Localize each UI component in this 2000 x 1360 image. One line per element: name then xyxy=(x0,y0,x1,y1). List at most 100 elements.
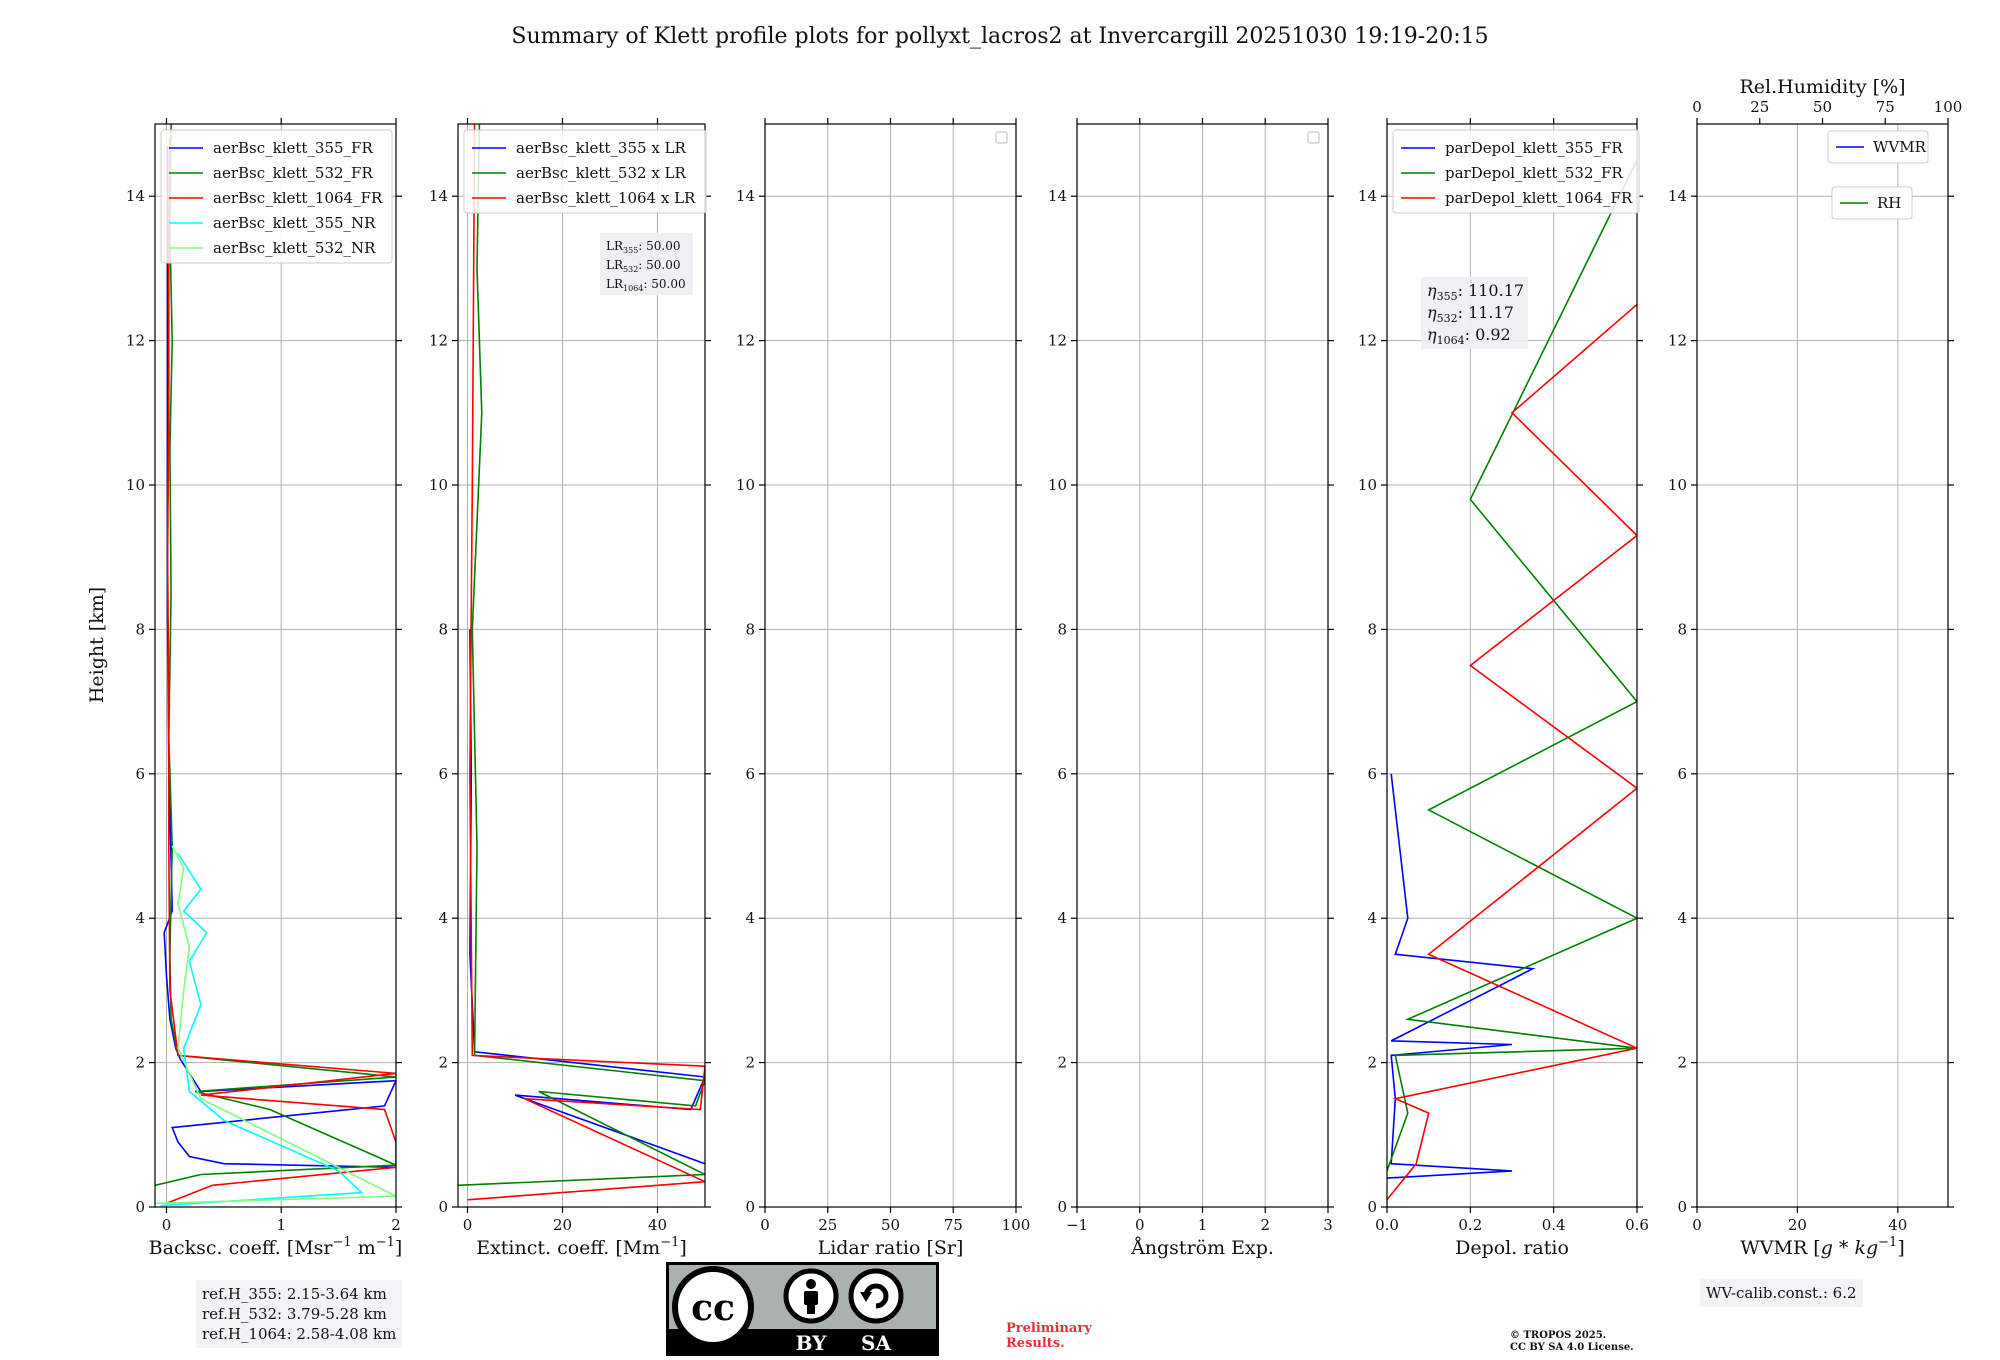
x-axis-label: Backsc. coeff. [Msr−1 m−1] xyxy=(149,1235,403,1259)
eta-value-label: η532: 11.17 xyxy=(1427,303,1514,325)
series-line-aerBsc_klett_532_NR xyxy=(155,845,396,1205)
y-tick-label: 2 xyxy=(1057,1054,1067,1072)
ref-height-1064: ref.H_1064: 2.58-4.08 km xyxy=(202,1325,397,1343)
series-line-aerBsc_klett_532_FR xyxy=(155,124,396,1187)
x-tick-label: 0.2 xyxy=(1458,1216,1482,1234)
cc-circle-icon xyxy=(672,1266,754,1348)
x-axis-label: Depol. ratio xyxy=(1455,1237,1569,1259)
x-tick-label: 0 xyxy=(463,1216,473,1234)
legend-backscatter: aerBsc_klett_355_FR aerBsc_klett_532_FRae… xyxy=(160,129,393,264)
legend-label: aerBsc_klett_532_NR xyxy=(213,239,376,257)
legend-rh: RH xyxy=(1831,186,1913,220)
x-axis-label: Lidar ratio [Sr] xyxy=(818,1237,964,1259)
legend-depol: parDepol_klett_355_FR parDepol_klett_532_… xyxy=(1392,129,1640,214)
legend-label: aerBsc_klett_355_NR xyxy=(213,214,376,232)
series-line-parDepol_klett_355_FR xyxy=(1387,773,1536,1179)
rh-tick-label: 75 xyxy=(1876,98,1895,116)
legend-label: aerBsc_klett_355_FR xyxy=(213,139,373,157)
series-line-aerBsc_klett_1064_FR xyxy=(166,138,396,1205)
y-tick-label: 8 xyxy=(1057,620,1067,638)
legend-label: parDepol_klett_1064_FR xyxy=(1445,189,1633,207)
x-axis-label: Extinct. coeff. [Mm−1] xyxy=(476,1235,687,1259)
axes-frame xyxy=(1696,123,1949,1208)
rh-tick-label: 0 xyxy=(1692,98,1702,116)
legend-label: WVMR xyxy=(1873,138,1927,156)
sa-label: SA xyxy=(861,1331,891,1355)
y-tick-label: 2 xyxy=(438,1054,448,1072)
panel-depol: 0 2 4 6 8 10 12 14 0.0 0.2 0.4 0.6 Depol. ratio parDe… xyxy=(1358,118,1649,1259)
y-tick-label: 12 xyxy=(736,332,755,350)
legend-label: aerBsc_klett_355 x LR xyxy=(516,139,687,157)
y-tick-label: 8 xyxy=(438,620,448,638)
y-tick-label: 0 xyxy=(1367,1198,1377,1216)
y-tick-label: 4 xyxy=(745,909,755,927)
y-tick-label: 4 xyxy=(1057,909,1067,927)
axes-frame xyxy=(154,123,397,1208)
y-tick-label: 14 xyxy=(126,187,145,205)
panel-lidar_ratio: 0 2 4 6 8 10 12 14 0 25 50 75 100 Lidar ratio [Sr] xyxy=(736,118,1030,1259)
y-tick-label: 0 xyxy=(1057,1198,1067,1216)
y-tick-label: 6 xyxy=(438,765,448,783)
y-tick-label: 14 xyxy=(1048,187,1067,205)
y-tick-label: 4 xyxy=(135,909,145,927)
y-tick-label: 6 xyxy=(1057,765,1067,783)
y-tick-label: 14 xyxy=(1358,187,1377,205)
legend-label: aerBsc_klett_532 x LR xyxy=(516,164,687,182)
rh-axis-label: Rel.Humidity [%] xyxy=(1739,76,1905,98)
reference-heights-box: ref.H_355: 2.15-3.64 km ref.H_532: 3.79-… xyxy=(196,1280,403,1348)
y-tick-label: 2 xyxy=(135,1054,145,1072)
wv-calibration-box: WV-calib.const.: 6.2 xyxy=(1700,1279,1863,1307)
series-line-aerBsc_klett_355_NR xyxy=(160,852,364,1207)
x-tick-label: 0.4 xyxy=(1542,1216,1566,1234)
empty-legend-box xyxy=(1307,131,1320,144)
series-group xyxy=(155,124,396,1207)
rh-tick-label: 100 xyxy=(1934,98,1963,116)
x-tick-label: 75 xyxy=(944,1216,963,1234)
lr-value-label: LR532: 50.00 xyxy=(606,258,681,274)
figure-title: Summary of Klett profile plots for polly… xyxy=(511,24,1488,49)
y-tick-label: 2 xyxy=(1677,1054,1687,1072)
y-tick-label: 10 xyxy=(1048,476,1067,494)
x-tick-label: 100 xyxy=(1002,1216,1031,1234)
legend-label: aerBsc_klett_532_FR xyxy=(213,164,373,182)
axes-frame xyxy=(457,123,706,1208)
x-tick-label: 1 xyxy=(1198,1216,1208,1234)
y-tick-label: 10 xyxy=(429,476,448,494)
y-tick-label: 6 xyxy=(745,765,755,783)
x-tick-label: 50 xyxy=(881,1216,900,1234)
y-tick-label: 2 xyxy=(1367,1054,1377,1072)
series-line-aerBsc_klett_1064 x LR xyxy=(467,124,705,1201)
ref-height-355: ref.H_355: 2.15-3.64 km xyxy=(202,1285,387,1303)
y-tick-label: 4 xyxy=(1367,909,1377,927)
y-tick-label: 4 xyxy=(438,909,448,927)
legend-label: RH xyxy=(1877,194,1901,212)
y-tick-label: 8 xyxy=(745,620,755,638)
x-tick-label: 40 xyxy=(1888,1216,1907,1234)
legend-label: parDepol_klett_355_FR xyxy=(1445,139,1623,157)
y-tick-label: 12 xyxy=(429,332,448,350)
y-axis-label: Height [km] xyxy=(86,587,108,703)
y-tick-label: 12 xyxy=(1358,332,1377,350)
y-tick-label: 14 xyxy=(736,187,755,205)
series-line-parDepol_klett_1064_FR xyxy=(1387,303,1637,1201)
y-tick-label: 0 xyxy=(1677,1198,1687,1216)
y-tick-label: 8 xyxy=(135,620,145,638)
by-label: BY xyxy=(796,1331,828,1355)
axes-frame xyxy=(1386,123,1638,1208)
y-tick-label: 4 xyxy=(1677,909,1687,927)
rh-tick-label: 50 xyxy=(1813,98,1832,116)
y-tick-label: 2 xyxy=(745,1054,755,1072)
y-tick-label: 14 xyxy=(429,187,448,205)
x-axis-label: WVMR [g * kg−1] xyxy=(1740,1235,1904,1259)
y-tick-label: 14 xyxy=(1668,187,1687,205)
x-tick-label: 1 xyxy=(276,1216,286,1234)
y-tick-label: 6 xyxy=(1677,765,1687,783)
legend-label: aerBsc_klett_1064_FR xyxy=(213,189,383,207)
empty-legend-box xyxy=(995,131,1008,144)
